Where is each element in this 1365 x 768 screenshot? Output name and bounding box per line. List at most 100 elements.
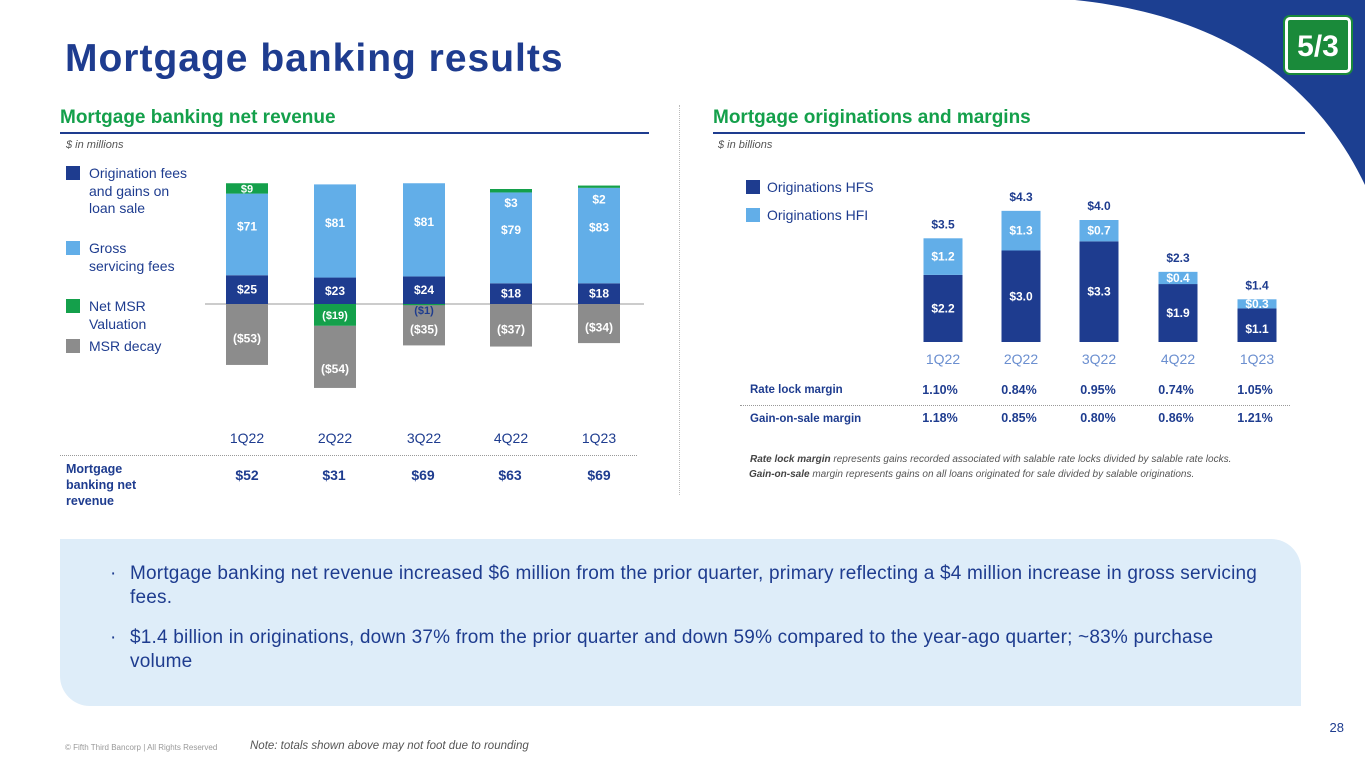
- left-total-separator: [60, 455, 637, 456]
- hfs-bar: [1001, 250, 1041, 342]
- left-heading: Mortgage banking net revenue: [60, 107, 336, 128]
- bullet-text: Mortgage banking net revenue increased $…: [130, 563, 1258, 608]
- right-heading-rule: [713, 132, 1305, 134]
- legend-label-servicing: Gross servicing fees: [89, 240, 175, 274]
- total-label: $3.5: [931, 217, 955, 231]
- category-label: 2Q22: [1004, 351, 1038, 367]
- margin-row-separator: [740, 405, 1290, 406]
- legend-label-origination: Origination fees and gains on loan sale: [89, 165, 188, 216]
- total-label: $1.4: [1245, 278, 1269, 292]
- hfs-bar: [1237, 308, 1277, 342]
- hfs-bar: [1158, 284, 1198, 342]
- msr-decay-bar: [578, 304, 620, 344]
- hfs-label: $1.1: [1245, 322, 1269, 336]
- footnote-gain-on-sale-term: Gain-on-sale: [749, 469, 810, 480]
- category-label: 3Q22: [407, 430, 441, 446]
- total-label: $4.3: [1009, 190, 1033, 204]
- hfi-label: $0.3: [1245, 297, 1269, 311]
- bullet-dot: ·: [110, 563, 117, 584]
- origination-bar: [403, 276, 445, 304]
- msr-valuation-label: $2: [592, 193, 606, 207]
- rounding-note: Note: totals shown above may not foot du…: [250, 740, 529, 752]
- hfi-label: $0.4: [1166, 271, 1190, 285]
- msr-decay-bar: [314, 325, 356, 388]
- net-revenue-row-label: Mortgage banking net revenue: [66, 462, 137, 508]
- bullet-text: $1.4 billion in originations, down 37% f…: [130, 627, 1214, 672]
- right-unit: $ in billions: [718, 139, 773, 151]
- rate-lock-3q22: 0.95%: [1080, 383, 1116, 397]
- hfs-bar: [1079, 241, 1119, 342]
- net-revenue-total-1q23: $69: [587, 467, 611, 483]
- net-revenue-total-2q22: $31: [322, 467, 346, 483]
- servicing-label: $71: [237, 219, 257, 233]
- net-revenue-total-1q22: $52: [235, 467, 259, 483]
- servicing-label: $81: [414, 215, 434, 229]
- rate-lock-margin-label: Rate lock margin: [750, 384, 843, 396]
- rate-lock-4q22: 0.74%: [1158, 383, 1194, 397]
- gain-on-sale-1q23: 1.21%: [1237, 411, 1273, 425]
- msr-valuation-label: $3: [504, 196, 518, 210]
- bullet-item: · Mortgage banking net revenue increased …: [110, 562, 1260, 610]
- copyright: © Fifth Third Bancorp | All Rights Reser…: [65, 743, 218, 752]
- legend-swatch-hfs: [746, 180, 760, 194]
- msr-decay-label: ($53): [233, 331, 261, 345]
- category-label: 1Q22: [230, 430, 264, 446]
- section-divider: [679, 105, 680, 495]
- hfi-label: $1.2: [931, 250, 955, 264]
- servicing-bar: [490, 192, 532, 284]
- hfs-label: $3.0: [1009, 289, 1033, 303]
- hfi-bar: [923, 238, 963, 275]
- legend-swatch-servicing: [66, 241, 80, 255]
- origination-bar: [490, 283, 532, 304]
- msr-decay-label: ($34): [585, 321, 613, 335]
- hfi-bar: [1158, 271, 1198, 285]
- servicing-bar: [578, 187, 620, 284]
- category-label: 4Q22: [494, 430, 528, 446]
- origination-label: $24: [414, 283, 434, 297]
- left-unit: $ in millions: [66, 139, 124, 151]
- bullet-dot: ·: [110, 627, 117, 648]
- msr-valuation-label: $9: [241, 183, 253, 195]
- key-points-panel: · Mortgage banking net revenue increased …: [60, 539, 1301, 706]
- footnote-rate-lock: Rate lock margin represents gains record…: [750, 454, 1231, 465]
- net-revenue-total-4q22: $63: [498, 467, 522, 483]
- servicing-label: $79: [501, 223, 521, 237]
- category-label: 1Q22: [926, 351, 960, 367]
- category-label: 4Q22: [1161, 351, 1195, 367]
- page-title: Mortgage banking results: [65, 37, 564, 80]
- rate-lock-1q23: 1.05%: [1237, 383, 1273, 397]
- msr-valuation-bar: [578, 185, 620, 188]
- footnote-gain-on-sale-text: margin represents gains on all loans ori…: [809, 469, 1195, 480]
- total-label: $4.0: [1087, 199, 1111, 213]
- servicing-label: $81: [325, 216, 345, 230]
- net-revenue-total-3q22: $69: [411, 467, 435, 483]
- category-label: 2Q22: [318, 430, 352, 446]
- gain-on-sale-1q22: 1.18%: [922, 411, 958, 425]
- gain-on-sale-4q22: 0.86%: [1158, 411, 1194, 425]
- page-number: 28: [1329, 720, 1344, 735]
- msr-valuation-bar: [226, 183, 268, 194]
- hfi-bar: [1001, 210, 1041, 251]
- left-heading-rule: [60, 132, 649, 134]
- legend-label-hfs: Originations HFS: [767, 179, 874, 195]
- legend-swatch-origination: [66, 166, 80, 180]
- footnote-rate-lock-term: Rate lock margin: [750, 454, 831, 465]
- msr-valuation-label: ($19): [322, 310, 348, 322]
- footnote-gain-on-sale: Gain-on-sale margin represents gains on …: [749, 469, 1194, 480]
- msr-decay-label: ($54): [321, 362, 349, 376]
- legend-label-msr-valuation: Net MSR Valuation: [89, 298, 147, 332]
- msr-valuation-bar: [490, 189, 532, 193]
- msr-valuation-label: ($1): [414, 305, 434, 317]
- msr-decay-bar: [490, 304, 532, 347]
- hfi-bar: [1237, 299, 1277, 309]
- servicing-bar: [226, 193, 268, 276]
- msr-valuation-bar: [403, 304, 445, 306]
- hfs-bar: [923, 274, 963, 342]
- hfi-label: $1.3: [1009, 224, 1033, 238]
- logo-text: 5/3: [1297, 30, 1339, 63]
- bullet-item: · $1.4 billion in originations, down 37% …: [110, 626, 1260, 674]
- origination-label: $18: [501, 287, 521, 301]
- net-revenue-chart: $25$71$9($53)1Q22$23$81($19)($54)2Q22$24…: [205, 183, 644, 446]
- legend-swatch-msr-valuation: [66, 299, 80, 313]
- origination-bar: [314, 277, 356, 304]
